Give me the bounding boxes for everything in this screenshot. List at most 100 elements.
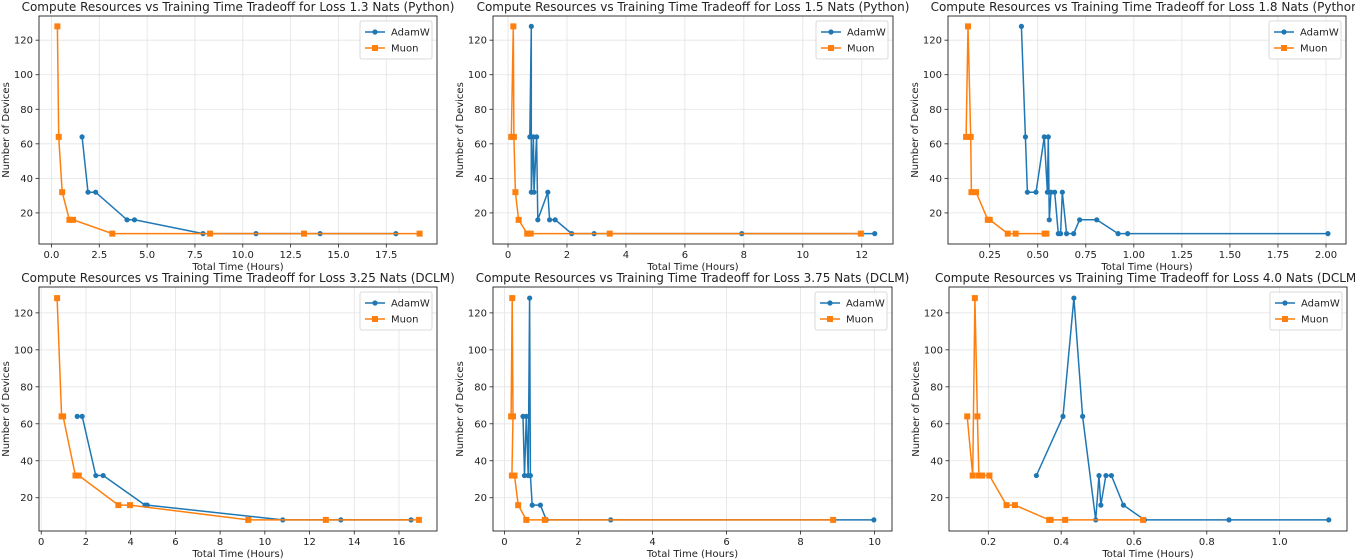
- legend: AdamW Muon: [814, 291, 888, 331]
- x-tick-label: 2: [83, 537, 89, 548]
- legend-label: Muon: [1300, 44, 1327, 55]
- data-point: [974, 413, 981, 420]
- chart-title: Compute Resources vs Training Time Trade…: [935, 271, 1355, 285]
- series-adamw: [1018, 23, 1331, 237]
- data-point: [115, 502, 122, 509]
- series-adamw: [79, 134, 399, 237]
- x-tick-label: 2.5: [91, 250, 107, 261]
- data-point: [979, 472, 986, 479]
- x-tick-label: 0: [505, 250, 511, 261]
- x-axis-label: Total Time (Hours): [191, 262, 283, 273]
- data-point: [1103, 472, 1109, 479]
- x-tick-label: 2.00: [1315, 250, 1337, 261]
- subplot-2: 0 2 4 6 8 10 12 20 40 60 80 100 120 Compute Resources…: [455, 0, 909, 273]
- data-point: [1063, 231, 1070, 237]
- data-point: [100, 472, 106, 479]
- y-axis-label: Number of Devices: [910, 82, 921, 178]
- data-point: [416, 230, 423, 237]
- x-tick-label: 0: [38, 537, 44, 548]
- data-point: [1052, 189, 1058, 195]
- series-line: [1035, 298, 1329, 521]
- axes-frame: [948, 286, 1348, 532]
- data-point: [510, 133, 517, 140]
- series-adamw: [74, 413, 414, 523]
- y-tick-label: 60: [474, 139, 487, 150]
- axes-frame: [492, 15, 894, 245]
- x-tick-label: 7.5: [187, 250, 203, 261]
- y-axis-label: Number of Devices: [1, 82, 12, 178]
- y-tick-label: 60: [20, 139, 33, 150]
- data-point: [528, 23, 534, 29]
- x-tick-label: 12: [303, 537, 316, 548]
- data-point: [79, 134, 85, 140]
- x-tick-label: 1.0: [1272, 537, 1288, 548]
- data-point: [93, 472, 99, 479]
- legend-marker: [372, 316, 378, 322]
- chart-title: Compute Resources vs Training Time Trade…: [476, 271, 910, 285]
- data-point: [1058, 231, 1064, 237]
- y-tick-label: 120: [468, 36, 487, 47]
- data-point: [973, 189, 980, 196]
- subplot-1: 0.0 2.5 5.0 7.5 10.0 12.5 15.0 17.5 20 40 60 80 100 1…: [1, 0, 454, 273]
- series-line: [522, 298, 874, 521]
- data-point: [527, 472, 533, 479]
- legend-label: AdamW: [846, 299, 885, 310]
- data-point: [54, 295, 61, 302]
- series-line: [510, 26, 861, 235]
- x-tick-label: 0.0: [43, 250, 59, 261]
- x-tick-label: 0.50: [1027, 250, 1049, 261]
- data-point: [207, 230, 214, 237]
- data-point: [527, 230, 534, 237]
- data-point: [1011, 502, 1018, 509]
- data-point: [541, 516, 548, 523]
- data-point: [986, 472, 993, 479]
- y-axis-label: Number of Devices: [911, 361, 922, 457]
- series-muon: [963, 23, 1050, 237]
- data-point: [1022, 134, 1029, 140]
- data-point: [546, 217, 553, 223]
- data-point: [109, 230, 116, 237]
- legend-marker: [1281, 45, 1287, 51]
- data-point: [66, 216, 73, 223]
- x-tick-label: 12.5: [279, 250, 301, 261]
- y-tick-label: 60: [930, 419, 943, 430]
- y-tick-label: 100: [14, 345, 33, 356]
- data-point: [1071, 231, 1077, 237]
- x-axis-label: Total Time (Hours): [191, 549, 283, 560]
- data-point: [1059, 189, 1065, 195]
- data-point: [1060, 413, 1066, 419]
- x-tick-label: 12: [855, 250, 868, 261]
- data-point: [1003, 502, 1010, 509]
- x-tick-label: 0.25: [979, 250, 1001, 261]
- legend: AdamW Muon: [359, 20, 433, 60]
- series-muon: [508, 295, 837, 523]
- y-tick-label: 20: [930, 493, 943, 504]
- axes-frame: [38, 15, 438, 245]
- x-axis-label: Total Time (Hours): [1101, 549, 1193, 560]
- y-tick-label: 80: [474, 105, 487, 116]
- chart-title: Compute Resources vs Training Time Trade…: [22, 0, 455, 14]
- data-point: [1096, 472, 1102, 479]
- chart-title: Compute Resources vs Training Time Trade…: [21, 271, 455, 285]
- data-point: [872, 231, 878, 237]
- data-point: [1045, 134, 1051, 140]
- data-point: [975, 472, 982, 479]
- legend-label: AdamW: [391, 299, 430, 310]
- y-tick-label: 120: [14, 36, 33, 47]
- data-point: [523, 413, 529, 419]
- data-point: [971, 295, 978, 302]
- y-tick-label: 120: [468, 308, 487, 319]
- data-point: [534, 134, 540, 140]
- data-point: [93, 189, 99, 195]
- x-tick-label: 8: [741, 250, 747, 261]
- data-point: [131, 217, 138, 223]
- data-point: [55, 133, 62, 140]
- axes-frame: [492, 286, 893, 532]
- x-tick-label: 10.0: [232, 250, 254, 261]
- series-line: [510, 298, 834, 521]
- data-point: [552, 217, 558, 223]
- legend-marker: [372, 45, 378, 51]
- legend-label: Muon: [391, 44, 418, 55]
- x-tick-label: 1.50: [1219, 250, 1241, 261]
- data-point: [521, 472, 528, 479]
